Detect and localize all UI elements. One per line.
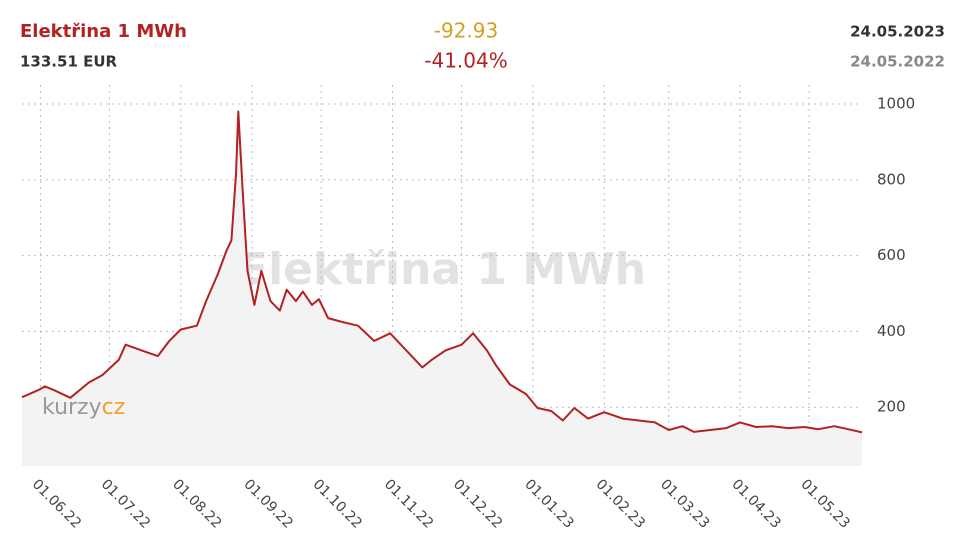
watermark-title: Elektřina 1 MWh	[238, 244, 646, 295]
x-tick-label: 01.06.22	[29, 476, 84, 531]
plot-area: Elektřina 1 MWh 200 400 600 800 1000 01.06.22 0…	[21, 85, 915, 532]
x-tick-label: 01.12.22	[450, 476, 505, 531]
y-tick-label: 1000	[877, 94, 915, 112]
x-tick-label: 01.01.23	[521, 476, 576, 531]
x-tick-label: 01.05.23	[797, 476, 852, 531]
y-tick-label: 800	[877, 170, 906, 188]
y-tick-label: 200	[877, 398, 906, 416]
change: -92.93	[434, 19, 498, 43]
x-tick-label: 01.09.22	[240, 476, 295, 531]
logo: kurzycz	[42, 395, 125, 420]
x-tick-label: 01.08.22	[169, 476, 224, 531]
change-pct: -41.04%	[424, 49, 507, 73]
logo-left: kurzy	[42, 395, 102, 420]
chart-title: Elektřina 1 MWh	[20, 21, 187, 42]
area-fill	[22, 111, 862, 466]
x-tick-label: 01.02.23	[593, 476, 648, 531]
date-end: 24.05.2023	[850, 23, 945, 41]
x-tick-label: 01.10.22	[310, 476, 365, 531]
line	[21, 110, 863, 434]
y-tick-label: 400	[877, 322, 906, 340]
x-tick-label: 01.04.23	[728, 476, 783, 531]
x-tick-label: 01.11.22	[381, 476, 436, 531]
logo-right: cz	[102, 395, 126, 420]
y-tick-label: 600	[877, 246, 906, 264]
date-start: 24.05.2022	[850, 53, 945, 71]
x-tick-label: 01.07.22	[98, 476, 153, 531]
price: 133.51 EUR	[20, 53, 118, 71]
x-tick-label: 01.03.23	[657, 476, 712, 531]
